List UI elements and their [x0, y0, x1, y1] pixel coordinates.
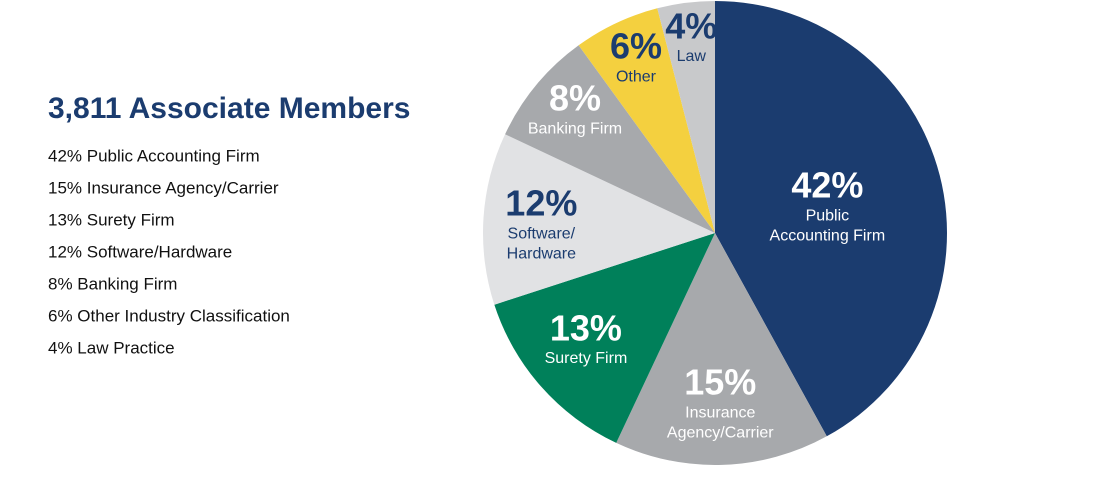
- slice-label: Agency/Carrier: [667, 424, 774, 441]
- slice-value-label: 12%: [505, 183, 577, 224]
- pie-slice: [494, 233, 715, 443]
- slice-label: Public: [806, 207, 850, 224]
- list-item: 42% Public Accounting Firm: [48, 146, 260, 165]
- pie-slice: [505, 45, 715, 233]
- slice-label: Other: [616, 68, 657, 85]
- slice-label: Banking Firm: [528, 120, 622, 137]
- list-item: 4% Law Practice: [48, 338, 175, 357]
- list-item: 8% Banking Firm: [48, 274, 177, 293]
- slice-value-label: 8%: [549, 78, 601, 119]
- pie-slice: [483, 134, 715, 305]
- pie-slice: [578, 8, 715, 233]
- list-item: 12% Software/Hardware: [48, 242, 232, 261]
- slice-label: Accounting Firm: [770, 227, 886, 244]
- list-item: 15% Insurance Agency/Carrier: [48, 178, 279, 197]
- chart-title: 3,811 Associate Members: [48, 92, 410, 125]
- pie-slice: [715, 1, 947, 437]
- pie-slice: [657, 1, 715, 233]
- list-item: 6% Other Industry Classification: [48, 306, 290, 325]
- slice-value-label: 42%: [791, 165, 863, 206]
- list-item: 13% Surety Firm: [48, 210, 175, 229]
- slice-value-label: 4%: [665, 6, 717, 47]
- pie-slice: [616, 233, 827, 465]
- slice-value-label: 15%: [684, 362, 756, 403]
- slice-value-label: 6%: [610, 26, 662, 67]
- slice-label: Software/: [508, 225, 576, 242]
- slice-label: Law: [677, 48, 707, 65]
- slice-label: Hardware: [507, 245, 576, 262]
- slice-label: Insurance: [685, 404, 755, 421]
- slice-label: Surety Firm: [545, 350, 628, 367]
- slice-value-label: 13%: [550, 307, 622, 348]
